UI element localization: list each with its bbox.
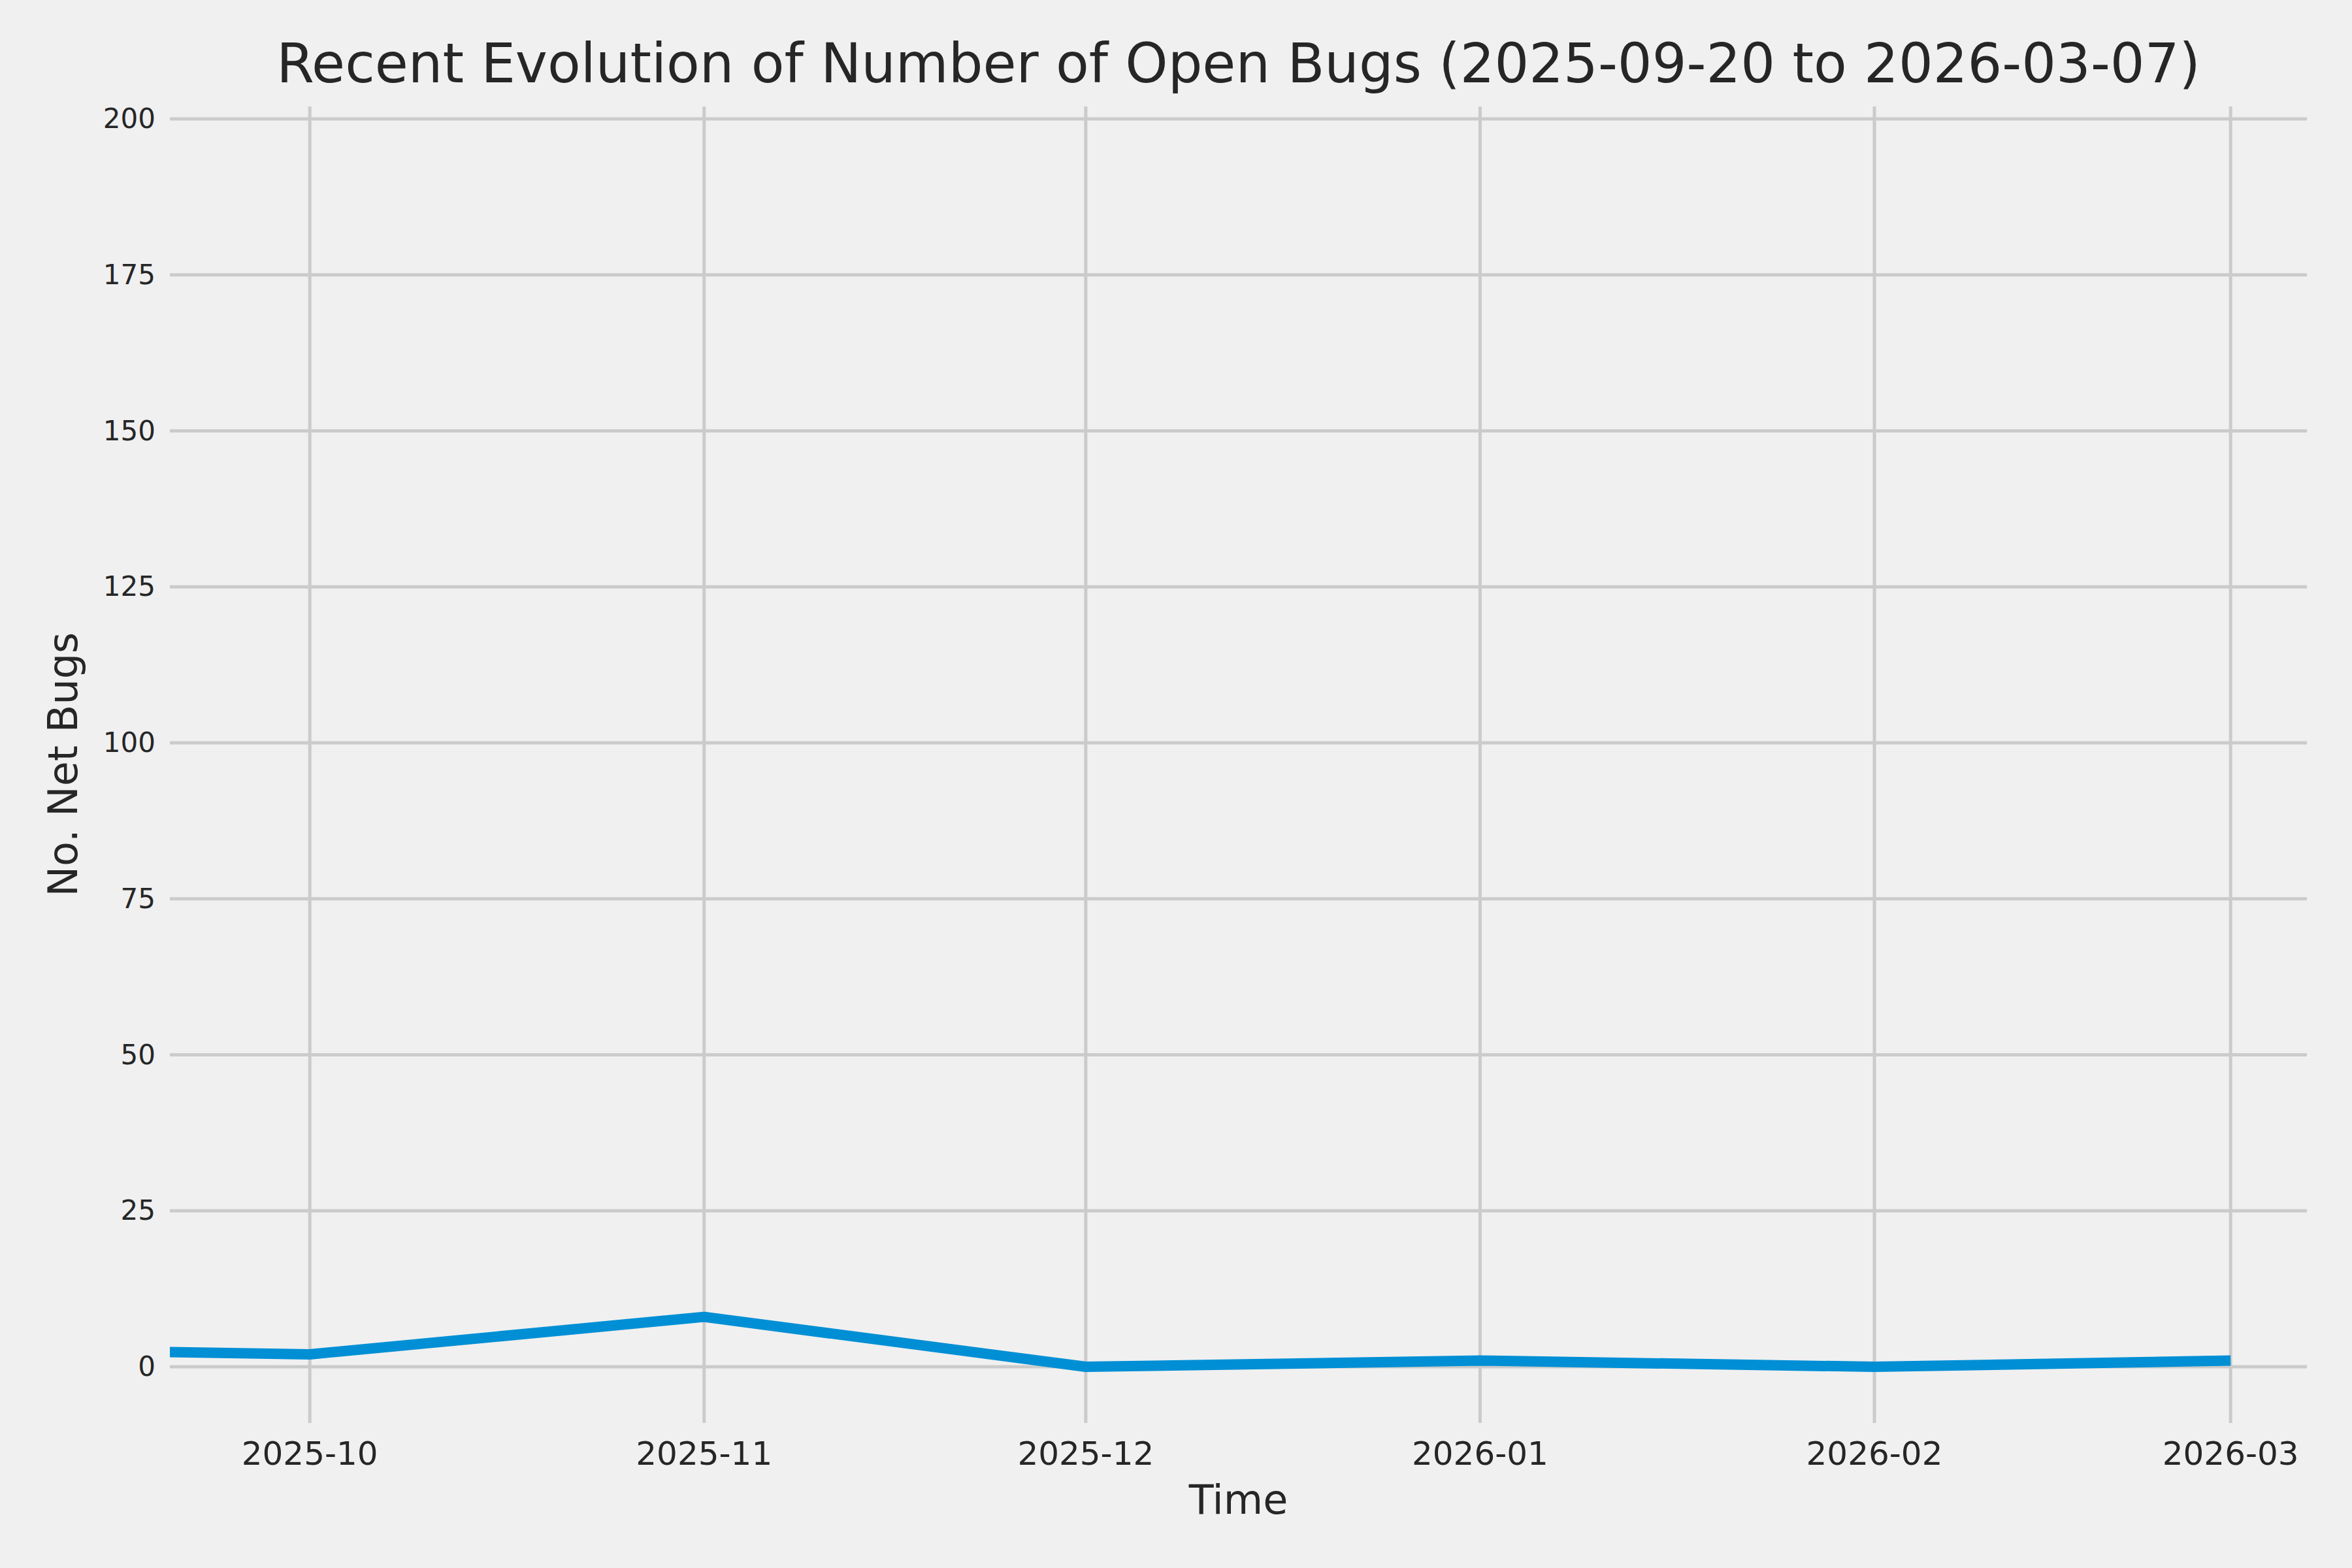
data-line-net-open-bugs [0,1317,2230,1367]
x-tick-label: 2026-01 [1362,1437,1597,1470]
plot-area [0,0,2352,1568]
x-tick-label: 2025-12 [968,1437,1203,1470]
x-tick-label: 2025-10 [192,1437,427,1470]
y-tick-label: 0 [0,1353,155,1380]
y-tick-label: 150 [0,417,155,445]
chart-title: Recent Evolution of Number of Open Bugs … [170,34,2307,93]
y-tick-label: 25 [0,1197,155,1224]
y-tick-label: 125 [0,573,155,600]
y-axis-label: No. Net Bugs [41,632,86,897]
y-tick-label: 175 [0,261,155,289]
x-tick-label: 2026-02 [1757,1437,1992,1470]
chart-figure: Recent Evolution of Number of Open Bugs … [0,0,2352,1568]
y-tick-label: 50 [0,1041,155,1069]
x-axis-label: Time [170,1478,2307,1522]
x-tick-label: 2026-03 [2113,1437,2348,1470]
y-tick-label: 200 [0,105,155,133]
x-tick-label: 2025-11 [587,1437,822,1470]
